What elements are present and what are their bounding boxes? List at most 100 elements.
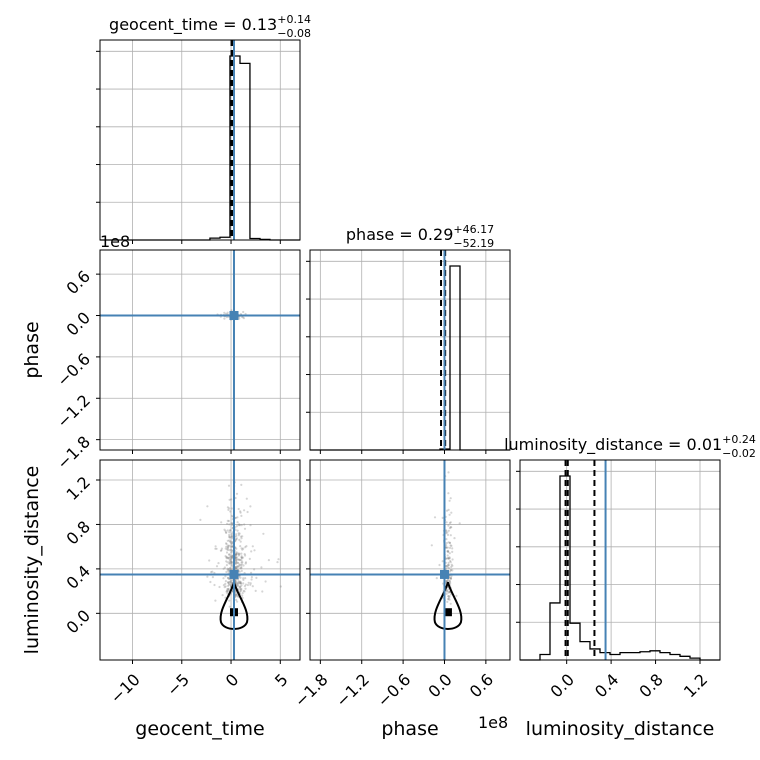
- sample-point: [242, 577, 245, 580]
- sample-point: [222, 584, 225, 587]
- sample-point: [227, 577, 230, 580]
- sample-point: [238, 563, 241, 566]
- sample-point: [446, 550, 449, 553]
- title-param-name: geocent_time: [109, 15, 218, 35]
- sample-point: [241, 563, 244, 566]
- sample-point: [228, 523, 231, 526]
- sample-point: [235, 534, 238, 538]
- sample-point: [230, 507, 233, 510]
- sample-point: [218, 585, 221, 589]
- sample-point: [241, 535, 244, 538]
- sample-point: [234, 553, 238, 556]
- sample-point: [226, 311, 229, 314]
- sample-point: [234, 538, 237, 541]
- sample-point: [228, 544, 231, 547]
- sample-point: [226, 590, 229, 593]
- sample-point: [445, 532, 448, 535]
- x-tick-label: 0.4: [591, 670, 622, 701]
- x-tick-label: −0.6: [374, 670, 415, 711]
- sample-point: [237, 554, 240, 557]
- title-upper-error: +0.24: [722, 433, 756, 446]
- sample-point: [251, 585, 254, 588]
- sample-point: [230, 561, 233, 564]
- sample-point: [240, 555, 243, 558]
- sample-point: [448, 579, 451, 583]
- sample-point: [448, 595, 451, 598]
- sample-point: [248, 557, 251, 561]
- sample-point: [240, 561, 243, 564]
- sample-point: [228, 536, 231, 539]
- sample-point: [447, 567, 451, 570]
- sample-point: [235, 567, 238, 570]
- sample-point: [449, 526, 452, 529]
- x-tick-label: 0: [222, 670, 243, 691]
- sample-point: [235, 547, 238, 550]
- density-peak: [443, 608, 452, 617]
- panel-title-geocent-time: geocent_time = 0.13+0.14: [109, 13, 311, 35]
- sample-point: [235, 556, 239, 559]
- sample-point: [240, 559, 243, 562]
- sample-point: [228, 507, 231, 510]
- sample-point: [228, 562, 231, 565]
- sample-point: [227, 484, 231, 487]
- sample-point: [225, 545, 228, 548]
- sample-point: [244, 561, 248, 564]
- histogram-step: [100, 55, 300, 241]
- sample-point: [226, 568, 229, 571]
- sample-point: [445, 530, 448, 533]
- sample-point: [262, 532, 265, 535]
- sample-point: [261, 590, 264, 593]
- sample-point: [276, 561, 279, 564]
- sample-point: [227, 581, 230, 584]
- sample-point: [240, 524, 243, 527]
- sample-point: [238, 586, 241, 589]
- sample-point: [227, 581, 230, 584]
- sample-point: [241, 548, 244, 551]
- sample-point: [214, 547, 217, 550]
- sample-point: [234, 496, 237, 500]
- sample-point: [235, 561, 238, 564]
- sample-point: [229, 583, 232, 587]
- sample-point: [449, 534, 452, 537]
- sample-point: [241, 556, 245, 559]
- sample-point: [448, 552, 451, 555]
- x-tick-label: 5: [271, 670, 292, 691]
- sample-point: [220, 521, 223, 524]
- title-upper-error: +46.17: [453, 223, 494, 236]
- sample-point: [230, 581, 233, 584]
- sample-point: [223, 566, 226, 569]
- sample-point: [235, 537, 238, 540]
- sample-point: [226, 592, 229, 595]
- sample-point: [238, 585, 242, 589]
- sample-point: [214, 599, 217, 602]
- sample-point: [219, 549, 222, 552]
- sample-point: [228, 582, 231, 585]
- sample-point: [221, 594, 224, 597]
- histogram-panel-geocent-time: geocent_time = 0.13+0.14−0.08: [96, 13, 311, 244]
- sample-point: [239, 535, 243, 538]
- sample-point: [226, 589, 229, 592]
- scatter-panel-phase-vs-luminosity-distance: [306, 459, 511, 664]
- sample-point: [226, 548, 230, 552]
- sample-point: [226, 561, 229, 564]
- sample-point: [446, 533, 450, 537]
- x-tick-label: 0.6: [466, 670, 497, 701]
- truth-marker: [229, 569, 239, 579]
- sample-point: [229, 545, 233, 548]
- sample-point: [250, 571, 253, 574]
- sample-point: [446, 546, 449, 549]
- sample-point: [447, 557, 450, 560]
- title-upper-error: +0.14: [277, 13, 311, 26]
- sample-point: [450, 563, 453, 566]
- sample-point: [448, 577, 451, 580]
- sample-point: [447, 579, 450, 582]
- sample-point: [235, 558, 238, 561]
- sample-point: [229, 540, 232, 543]
- sample-point: [199, 518, 202, 522]
- sample-point: [237, 562, 240, 565]
- sample-point: [206, 575, 209, 578]
- sample-point: [224, 585, 227, 588]
- sample-point: [225, 570, 228, 574]
- title-median: 0.13: [242, 15, 278, 34]
- sample-point: [227, 546, 230, 549]
